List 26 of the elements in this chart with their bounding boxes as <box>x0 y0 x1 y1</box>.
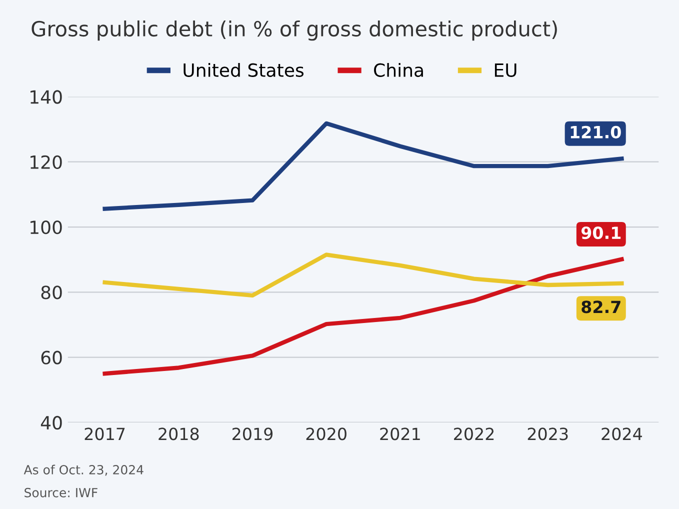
x-tick-label: 2024 <box>602 428 642 440</box>
x-tick-label: 2018 <box>158 428 199 440</box>
data-label: 82.7 <box>582 300 620 314</box>
y-tick-label: 60 <box>41 350 62 364</box>
x-tick-label: 2017 <box>84 428 125 440</box>
source-note: Source: IWF <box>24 488 98 498</box>
text: As of Oct. 23, 2024 <box>24 464 144 476</box>
y-tick-label: 40 <box>40 416 62 430</box>
legend-label: United States <box>184 62 304 77</box>
line-series <box>102 257 624 376</box>
data-label: 90.1 <box>581 226 621 240</box>
line-series <box>102 121 624 211</box>
x-tick-label: 2023 <box>528 428 568 440</box>
x-tick-label: 2019 <box>232 428 273 440</box>
legend-label: China <box>374 62 423 77</box>
legend-label: EU <box>494 64 516 77</box>
line-series <box>102 252 624 298</box>
data-label: 121.0 <box>570 126 621 138</box>
y-tick-label: 100 <box>30 220 62 234</box>
chart-title: Gross public debt (in % of gross domestic product) <box>32 20 557 41</box>
y-tick-label: 140 <box>30 90 62 104</box>
y-tick-label: 80 <box>41 286 62 300</box>
y-tick-label: 120 <box>30 155 62 169</box>
x-tick-label: 2020 <box>306 428 346 440</box>
x-tick-label: 2022 <box>454 428 494 440</box>
x-tick-label: 2021 <box>380 428 420 440</box>
